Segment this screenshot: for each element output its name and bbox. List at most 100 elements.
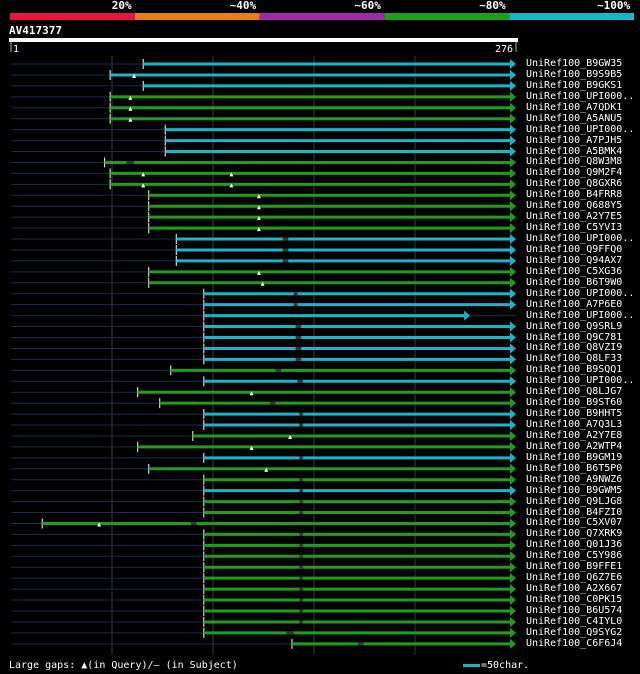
- hit-label[interactable]: UniRef100_Q6Z7E6: [526, 572, 623, 584]
- hit-label[interactable]: UniRef100_B6T5P0: [526, 462, 623, 474]
- legend-scale: =50char.: [463, 660, 529, 671]
- hit-label[interactable]: UniRef100_Q9LJG8: [526, 495, 623, 507]
- hit-label[interactable]: UniRef100_Q9SYG2: [526, 626, 623, 638]
- hit-arrow-icon: [510, 354, 516, 365]
- hit-label[interactable]: UniRef100_A5BMK4: [526, 145, 623, 157]
- query-gap-marker-icon: [256, 216, 261, 221]
- hit-label[interactable]: UniRef100_A2Y7E5: [526, 211, 623, 223]
- hit-label[interactable]: UniRef100_Q8LF33: [526, 353, 623, 365]
- query-gap-marker-icon: [128, 106, 133, 111]
- hit-label[interactable]: UniRef100_C6F6J4: [526, 637, 623, 649]
- identity-scale-segment: [134, 13, 260, 20]
- hit-arrow-icon: [510, 398, 516, 409]
- hit-label[interactable]: UniRef100_Q8GXR6: [526, 178, 623, 190]
- hit-arrow-icon: [510, 420, 516, 431]
- hit-arrow-icon: [510, 562, 516, 573]
- hit-label[interactable]: UniRef100_UPI000..: [526, 287, 635, 299]
- query-gap-marker-icon: [229, 172, 234, 177]
- hit-label[interactable]: UniRef100_A9NWZ6: [526, 473, 623, 485]
- hit-label[interactable]: UniRef100_Q9SRL9: [526, 320, 623, 332]
- identity-scale-label: ~40%: [229, 0, 257, 12]
- hit-label[interactable]: UniRef100_UPI000..: [526, 375, 635, 387]
- hit-arrow-icon: [510, 496, 516, 507]
- hit-arrow-icon: [510, 255, 516, 266]
- hit-arrow-icon: [510, 135, 516, 146]
- hit-label[interactable]: UniRef100_Q8W3M8: [526, 156, 623, 168]
- hit-label[interactable]: UniRef100_A2X667: [526, 583, 623, 595]
- hit-label[interactable]: UniRef100_B9SQQ1: [526, 364, 623, 376]
- hit-arrow-icon: [510, 91, 516, 102]
- hit-label[interactable]: UniRef100_B6T9W0: [526, 276, 623, 288]
- hit-label[interactable]: UniRef100_Q8LJG7: [526, 386, 623, 398]
- query-gap-marker-icon: [256, 270, 261, 275]
- hit-label[interactable]: UniRef100_B9GKS1: [526, 79, 623, 91]
- query-gap-marker-icon: [256, 205, 261, 210]
- hit-label[interactable]: UniRef100_Q9FFQ0: [526, 243, 623, 255]
- hit-arrow-icon: [510, 441, 516, 452]
- hit-label[interactable]: UniRef100_B9ST60: [526, 397, 623, 409]
- hit-label[interactable]: UniRef100_A2Y7E8: [526, 429, 623, 441]
- hit-label[interactable]: UniRef100_Q94AX7: [526, 254, 623, 266]
- hit-arrow-icon: [464, 310, 471, 321]
- identity-scale-label: ~100%: [597, 0, 631, 12]
- hit-arrow-icon: [510, 266, 516, 277]
- hit-label[interactable]: UniRef100_Q9M2F4: [526, 167, 623, 179]
- hit-label[interactable]: UniRef100_B6U574: [526, 605, 623, 616]
- hit-arrow-icon: [510, 234, 516, 245]
- ruler-start-label: 1: [13, 44, 19, 55]
- hit-label[interactable]: UniRef100_A2WTP4: [526, 440, 623, 452]
- hit-arrow-icon: [510, 69, 516, 80]
- hit-label[interactable]: UniRef100_B4FRR8: [526, 189, 623, 201]
- hit-label[interactable]: UniRef100_B9GW35: [526, 58, 623, 69]
- ruler-end-label: 276: [495, 44, 513, 55]
- hit-arrow-icon: [510, 430, 516, 441]
- hit-label[interactable]: UniRef100_A5ANU5: [526, 112, 623, 124]
- hit-label[interactable]: UniRef100_Q688Y5: [526, 200, 623, 212]
- hit-arrow-icon: [510, 474, 516, 485]
- query-gap-marker-icon: [264, 467, 269, 472]
- hit-label[interactable]: UniRef100_B9S9B5: [526, 68, 623, 80]
- query-gap-marker-icon: [128, 95, 133, 100]
- hit-label[interactable]: UniRef100_A7Q3L3: [526, 419, 623, 431]
- hit-label[interactable]: UniRef100_A7PJH5: [526, 134, 623, 146]
- query-gap-marker-icon: [141, 183, 146, 188]
- hit-label[interactable]: UniRef100_UPI000..: [526, 123, 635, 135]
- hit-arrow-icon: [510, 190, 516, 201]
- hit-label[interactable]: UniRef100_B9GWM5: [526, 484, 623, 496]
- hit-label[interactable]: UniRef100_C5XG36: [526, 265, 623, 277]
- hit-label[interactable]: UniRef100_C5Y986: [526, 550, 623, 562]
- hit-arrow-icon: [510, 343, 516, 354]
- hit-label[interactable]: UniRef100_C4IYL0: [526, 615, 623, 627]
- hit-label[interactable]: UniRef100_B4FZI0: [526, 506, 623, 518]
- query-gap-marker-icon: [256, 227, 261, 232]
- hit-arrow-icon: [510, 168, 516, 179]
- hit-label[interactable]: UniRef100_Q9C781: [526, 331, 623, 343]
- hit-arrow-icon: [510, 452, 516, 463]
- hit-arrow-icon: [510, 277, 516, 288]
- hit-label[interactable]: UniRef100_C0PK15: [526, 594, 623, 606]
- hit-label[interactable]: UniRef100_Q01J36: [526, 539, 623, 551]
- hit-label[interactable]: UniRef100_C5YVI3: [526, 222, 623, 234]
- query-ruler: [9, 38, 518, 42]
- legend-in-subject-label: (in Subject): [159, 660, 238, 671]
- hit-arrow-icon: [510, 616, 516, 627]
- hit-arrow-icon: [510, 595, 516, 606]
- hit-arrow-icon: [510, 212, 516, 223]
- hit-label[interactable]: UniRef100_B9GM19: [526, 451, 623, 463]
- hit-arrow-icon: [510, 124, 516, 135]
- hit-label[interactable]: UniRef100_UPI000..: [526, 233, 635, 245]
- hit-arrow-icon: [510, 146, 516, 157]
- hit-label[interactable]: UniRef100_Q7XRK9: [526, 528, 623, 540]
- hit-label[interactable]: UniRef100_Q8VZI9: [526, 342, 623, 354]
- hit-label[interactable]: UniRef100_C5XV07: [526, 517, 623, 529]
- hit-label[interactable]: UniRef100_A7P6E0: [526, 298, 623, 310]
- hit-label[interactable]: UniRef100_UPI000..: [526, 309, 635, 321]
- legend-gaps-label: Large gaps:: [9, 660, 82, 671]
- hit-label[interactable]: UniRef100_B9HHT5: [526, 408, 623, 420]
- hit-label[interactable]: UniRef100_A7QDK1: [526, 101, 623, 113]
- hit-arrow-icon: [510, 179, 516, 190]
- legend-scale-label: =50char.: [481, 660, 530, 671]
- hit-label[interactable]: UniRef100_UPI000..: [526, 90, 635, 102]
- hit-label[interactable]: UniRef100_B9FFE1: [526, 561, 623, 573]
